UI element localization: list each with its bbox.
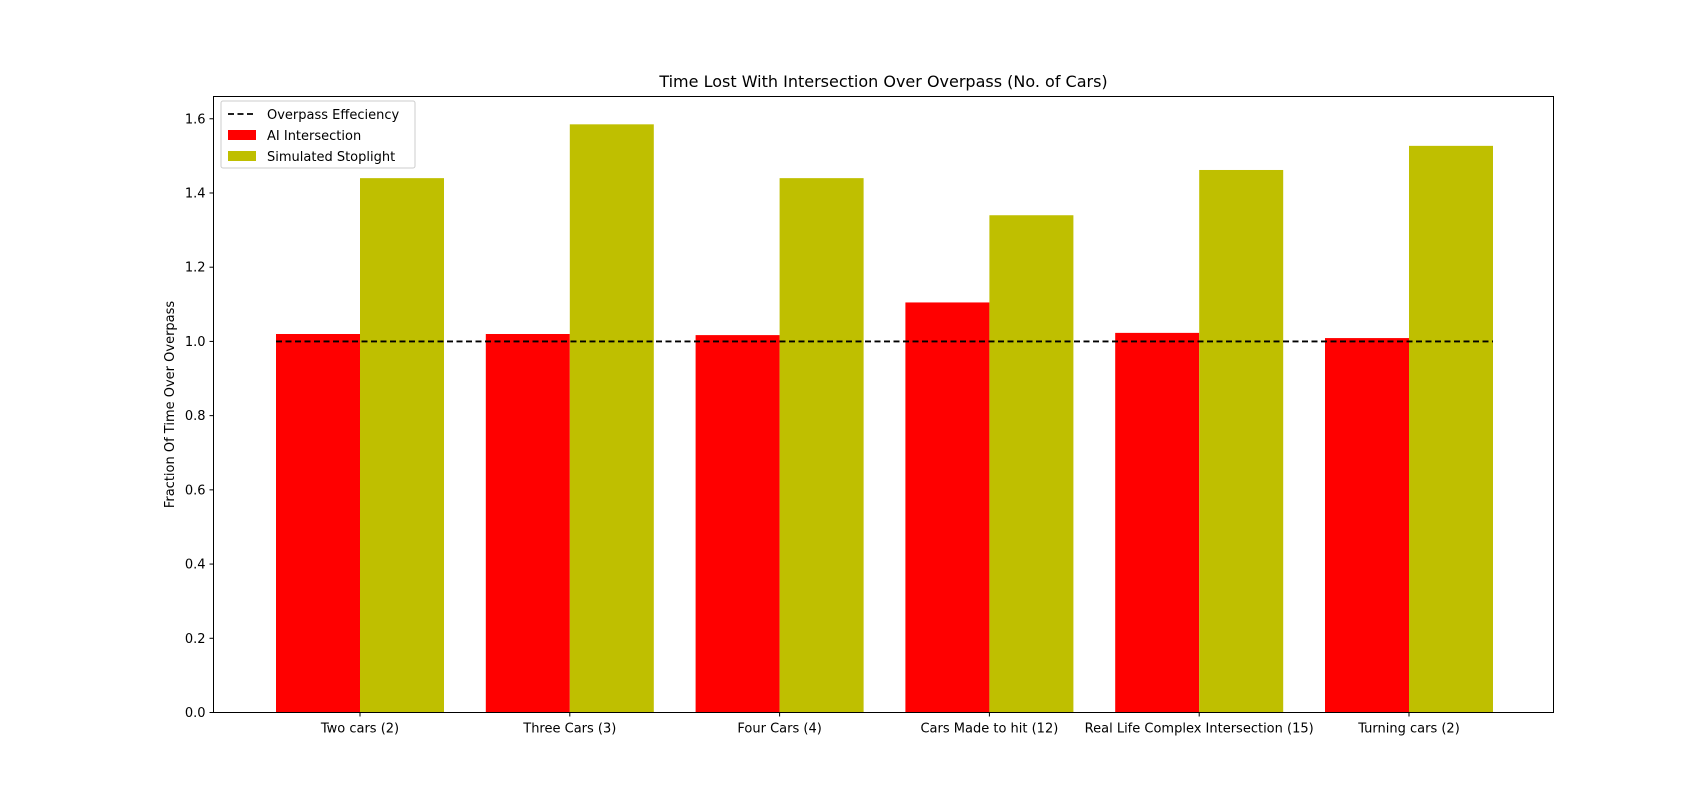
y-tick-label: 0.8 bbox=[185, 409, 206, 424]
legend-label-overpass: Overpass Effeciency bbox=[267, 108, 399, 123]
y-axis-label: Fraction Of Time Over Overpass bbox=[163, 301, 178, 509]
bar-simulated-stoplight-1 bbox=[569, 124, 654, 713]
bar-simulated-stoplight-4 bbox=[1199, 169, 1284, 713]
chart-title: Time Lost With Intersection Over Overpas… bbox=[658, 72, 1107, 91]
x-tick-label: Cars Made to hit (12) bbox=[920, 722, 1058, 737]
y-tick-label: 0.2 bbox=[185, 632, 206, 647]
bar-simulated-stoplight-5 bbox=[1409, 145, 1493, 713]
bar-ai-intersection-2 bbox=[695, 335, 780, 713]
plot-frame bbox=[213, 96, 1554, 713]
bar-simulated-stoplight-0 bbox=[360, 178, 444, 713]
y-tick-label: 1.0 bbox=[185, 335, 206, 350]
bar-simulated-stoplight-2 bbox=[779, 178, 864, 713]
legend-label-0: AI Intersection bbox=[267, 129, 361, 144]
x-tick-label: Turning cars (2) bbox=[1357, 722, 1460, 737]
y-tick-label: 1.6 bbox=[185, 112, 206, 127]
y-axis: 0.0 0.2 0.4 0.6 0.8 1.0 1.2 1.4 1.6 bbox=[185, 112, 214, 721]
x-tick-label: Real Life Complex Intersection (15) bbox=[1085, 722, 1314, 737]
bar-simulated-stoplight-3 bbox=[989, 215, 1074, 713]
bar-ai-intersection-3 bbox=[905, 302, 990, 713]
y-tick-label: 1.4 bbox=[185, 186, 206, 201]
y-tick-label: 0.4 bbox=[185, 558, 206, 573]
x-tick-label: Three Cars (3) bbox=[522, 722, 616, 737]
bar-ai-intersection-0 bbox=[276, 333, 360, 713]
y-tick-label: 0.0 bbox=[185, 706, 206, 721]
x-tick-label: Four Cars (4) bbox=[737, 722, 821, 737]
x-axis: Two cars (2) Three Cars (3) Four Cars (4) C… bbox=[320, 712, 1460, 737]
legend: Overpass Effeciency AI Intersection Simula… bbox=[220, 100, 416, 169]
legend-box bbox=[220, 100, 416, 169]
y-tick-label: 1.2 bbox=[185, 261, 206, 276]
legend-label-1: Simulated Stoplight bbox=[267, 150, 395, 165]
x-tick-label: Two cars (2) bbox=[320, 722, 399, 737]
legend-swatch-0 bbox=[228, 130, 256, 140]
bar-ai-intersection-4 bbox=[1115, 332, 1200, 713]
legend-swatch-1 bbox=[228, 151, 256, 161]
bar-ai-intersection-1 bbox=[485, 333, 570, 713]
bars-group bbox=[276, 124, 1493, 713]
bar-ai-intersection-5 bbox=[1325, 338, 1409, 713]
y-tick-label: 0.6 bbox=[185, 483, 206, 498]
